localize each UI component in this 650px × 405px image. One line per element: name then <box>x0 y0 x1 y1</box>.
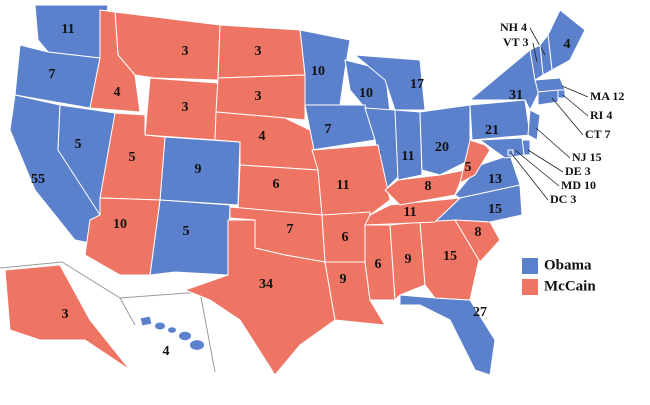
state <box>311 144 391 216</box>
legend-label: McCain <box>544 278 596 294</box>
state-label: 6 <box>273 177 280 192</box>
leader-line <box>510 152 549 201</box>
state-label: DC 3 <box>550 192 576 206</box>
state <box>304 104 376 151</box>
state <box>468 49 541 112</box>
state-label: 5 <box>75 137 82 152</box>
leader-line <box>551 97 584 136</box>
leader-line <box>562 94 589 117</box>
state-label: 10 <box>359 86 373 101</box>
state <box>139 315 153 327</box>
state-label: MD 10 <box>561 178 596 192</box>
state <box>179 331 191 341</box>
state-label: DE 3 <box>565 164 591 178</box>
state-label: 3 <box>255 44 262 59</box>
state-label: 11 <box>61 22 74 37</box>
state <box>215 74 306 121</box>
state-label: 17 <box>410 77 424 92</box>
legend-swatch <box>522 279 538 295</box>
state-label: 9 <box>405 252 412 267</box>
state-label: 34 <box>259 277 273 292</box>
state <box>190 340 204 350</box>
state <box>324 261 386 326</box>
state-label: 7 <box>325 122 332 137</box>
state <box>155 322 165 330</box>
leader-line <box>561 85 589 98</box>
state-label: 27 <box>473 305 487 320</box>
state-label: 11 <box>403 205 416 220</box>
state <box>299 29 351 106</box>
inset-border <box>119 291 216 373</box>
state <box>149 199 231 276</box>
leader-line <box>535 127 571 159</box>
state-label: 4 <box>564 37 571 52</box>
leader-line <box>514 149 560 187</box>
state-label: 9 <box>195 162 202 177</box>
state <box>527 109 541 141</box>
state <box>364 197 462 226</box>
state-label: 8 <box>425 179 432 194</box>
leader-line <box>532 42 538 63</box>
leader-line <box>529 27 546 56</box>
state-label: 3 <box>255 89 262 104</box>
state <box>183 219 336 376</box>
state <box>529 44 544 81</box>
state-label: VT 3 <box>503 35 528 49</box>
state-label: 10 <box>113 217 127 232</box>
state <box>237 164 323 216</box>
legend-label: Obama <box>544 257 592 273</box>
state <box>89 9 141 113</box>
state-label: 3 <box>182 100 189 115</box>
state-label: 5 <box>465 160 472 175</box>
state <box>353 54 426 111</box>
state-label: 11 <box>401 149 414 164</box>
state-label: MA 12 <box>590 89 624 103</box>
state-label: 15 <box>488 202 502 217</box>
state-label: 20 <box>435 140 449 155</box>
state <box>469 99 531 141</box>
state <box>364 107 401 192</box>
state-label: 7 <box>49 67 56 82</box>
legend-swatch <box>522 258 538 274</box>
state <box>84 197 161 276</box>
state-label: 9 <box>340 272 347 287</box>
state <box>459 139 491 184</box>
state-label: 15 <box>443 249 457 264</box>
state <box>168 327 176 333</box>
state <box>419 104 471 176</box>
state-label: 3 <box>62 307 69 322</box>
state-label: 13 <box>488 172 502 187</box>
state-label: NJ 15 <box>572 150 602 164</box>
state-label: 4 <box>259 129 266 144</box>
state-label: 55 <box>31 172 45 187</box>
state-label: 5 <box>129 150 136 165</box>
state <box>394 109 423 181</box>
state-label: 31 <box>509 88 523 103</box>
state-label: 6 <box>342 230 349 245</box>
state <box>364 224 396 301</box>
state-label: RI 4 <box>590 108 612 122</box>
state <box>4 264 131 371</box>
state-label: 8 <box>475 225 482 240</box>
state <box>557 89 566 99</box>
state-label: 21 <box>485 123 499 138</box>
state-label: 6 <box>375 257 382 272</box>
state <box>217 24 306 79</box>
state-label: 4 <box>163 344 170 359</box>
state-label: 7 <box>287 222 294 237</box>
state-label: 11 <box>336 178 349 193</box>
inset-border <box>0 261 136 326</box>
state-label: NH 4 <box>500 20 527 34</box>
state-label: 10 <box>311 64 325 79</box>
state-label: 5 <box>183 224 190 239</box>
state-label: CT 7 <box>585 127 610 141</box>
state <box>537 89 559 106</box>
state-label: 4 <box>114 85 121 100</box>
leader-line <box>527 149 564 173</box>
state-label: 3 <box>182 44 189 59</box>
state <box>454 219 501 263</box>
